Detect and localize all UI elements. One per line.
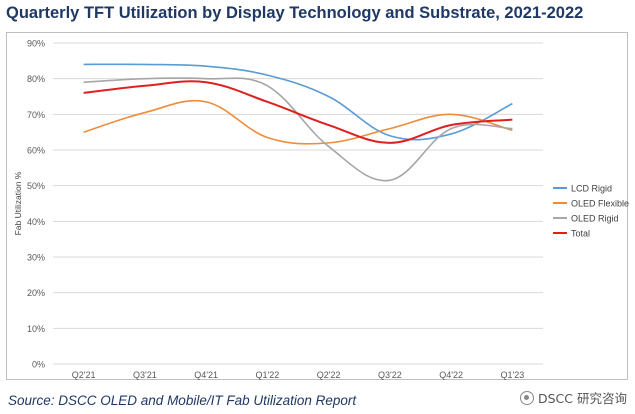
x-tick-label: Q2'22: [317, 370, 341, 380]
y-tick-label: 40%: [27, 217, 45, 227]
watermark: DSCC 研究咨询: [520, 388, 627, 407]
legend-label-lcd-rigid: LCD Rigid: [571, 184, 612, 194]
y-axis-label: Fab Utilization %: [13, 171, 23, 235]
legend-label-oled-flexible: OLED Flexible: [571, 199, 629, 209]
y-tick-label: 90%: [27, 39, 45, 49]
legend-label-oled-rigid: OLED Rigid: [571, 214, 619, 224]
watermark-text: DSCC 研究咨询: [538, 391, 627, 406]
y-tick-label: 60%: [27, 146, 45, 156]
chart-frame: 0% 10% 20% 30% 40% 50% 60% 70% 80% 90% Q2'21 Q3'21 Q…: [6, 32, 629, 381]
chart-title: Quarterly TFT Utilization by Display Tec…: [6, 4, 584, 22]
x-tick-label: Q3'21: [133, 370, 157, 380]
series-line-total: [83, 80, 513, 144]
series-line-oled-rigid: [83, 77, 513, 182]
y-tick-label: 20%: [27, 288, 45, 298]
y-tick-label: 0%: [32, 360, 45, 370]
legend-label-total: Total: [571, 229, 590, 239]
series-line-oled-flexible: [83, 99, 513, 145]
y-tick-label: 30%: [27, 253, 45, 263]
dscc-logo-icon: [520, 390, 534, 405]
y-tick-label: 70%: [27, 110, 45, 120]
x-tick-label: Q2'21: [72, 370, 96, 380]
x-tick-label: Q4'22: [439, 370, 463, 380]
line-chart: 0% 10% 20% 30% 40% 50% 60% 70% 80% 90% Q2'21 Q3'21 Q…: [13, 39, 629, 381]
x-tick-label: Q4'21: [194, 370, 218, 380]
x-tick-label: Q1'22: [256, 370, 280, 380]
source-note: Source: DSCC OLED and Mobile/IT Fab Util…: [8, 393, 357, 408]
y-tick-label: 80%: [27, 74, 45, 84]
x-tick-label: Q1'23: [501, 370, 525, 380]
y-tick-label: 50%: [27, 181, 45, 191]
y-tick-label: 10%: [27, 324, 45, 334]
x-tick-label: Q3'22: [378, 370, 402, 380]
series-line-lcd-rigid: [83, 63, 513, 141]
